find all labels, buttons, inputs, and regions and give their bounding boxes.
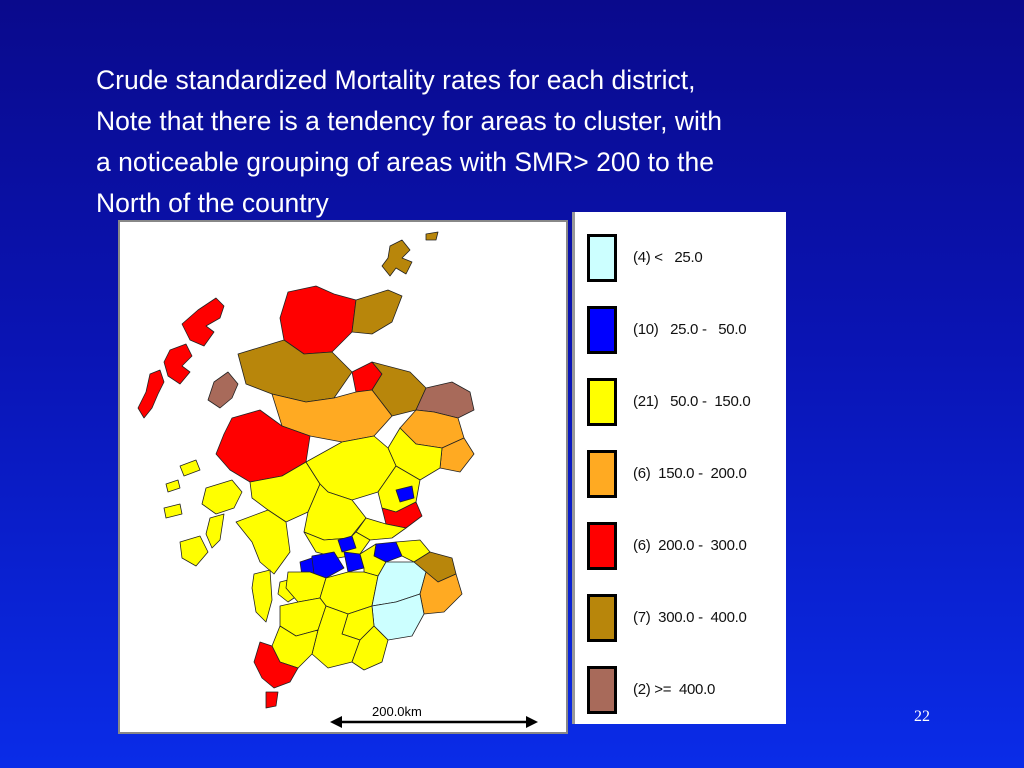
district-annandale — [351, 625, 389, 671]
district-roxburgh — [419, 571, 463, 615]
legend-swatch — [587, 522, 617, 570]
district-islet-a — [179, 459, 201, 477]
legend-item: (2) >= 400.0 — [587, 666, 787, 718]
caption-line: a noticeable grouping of areas with SMR>… — [96, 147, 714, 177]
district-moray — [371, 361, 427, 417]
legend-swatch — [587, 378, 617, 426]
legend-label: (7) 300.0 - 400.0 — [633, 609, 747, 626]
district-islet-c — [163, 503, 183, 519]
caption-line: Note that there is a tendency for areas … — [96, 106, 723, 136]
district-wigtown — [253, 641, 299, 689]
scotland-map-svg: 200.0km — [137, 231, 538, 728]
scale-label: 200.0km — [372, 704, 422, 719]
district-sutherland-west — [279, 285, 357, 355]
district-skye — [207, 371, 239, 409]
legend-item: (7) 300.0 - 400.0 — [587, 594, 787, 646]
legend-item: (21) 50.0 - 150.0 — [587, 378, 787, 430]
district-argyll-south — [235, 509, 291, 575]
legend-item: (6) 200.0 - 300.0 — [587, 522, 787, 574]
district-ross-west — [237, 339, 353, 403]
legend-swatch — [587, 666, 617, 714]
scale-bar: 200.0km — [330, 704, 538, 728]
district-islet-b — [165, 479, 181, 493]
district-western-isles-south — [137, 369, 165, 419]
legend-label: (2) >= 400.0 — [633, 681, 715, 698]
caption-line: North of the country — [96, 188, 329, 218]
district-mull — [201, 479, 243, 515]
district-jura — [205, 513, 225, 549]
legend-label: (10) 25.0 - 50.0 — [633, 321, 747, 338]
legend-label: (6) 200.0 - 300.0 — [633, 537, 747, 554]
legend-item: (10) 25.0 - 50.0 — [587, 306, 787, 358]
district-map: 200.0km — [118, 220, 568, 734]
legend-swatch — [587, 450, 617, 498]
district-wigtown-rhins — [265, 691, 279, 709]
legend-swatch — [587, 234, 617, 282]
legend-item: (6) 150.0 - 200.0 — [587, 450, 787, 502]
district-caithness — [351, 289, 403, 335]
legend-item: (4) < 25.0 — [587, 234, 787, 286]
district-dundee — [395, 485, 415, 503]
district-orkney-islet — [425, 231, 439, 241]
legend-label: (6) 150.0 - 200.0 — [633, 465, 747, 482]
district-kintyre — [251, 569, 273, 623]
caption-line: Crude standardized Mortality rates for e… — [96, 65, 696, 95]
page-number: 22 — [914, 708, 930, 725]
legend-swatch — [587, 306, 617, 354]
district-orkney — [381, 239, 413, 277]
district-islay — [179, 535, 209, 567]
legend-label: (4) < 25.0 — [633, 249, 703, 266]
slide-caption: Crude standardized Mortality rates for e… — [96, 60, 916, 224]
legend-swatch — [587, 594, 617, 642]
district-western-isles-north — [181, 297, 225, 347]
district-falkirk — [337, 535, 357, 553]
legend-label: (21) 50.0 - 150.0 — [633, 393, 751, 410]
map-legend: (4) < 25.0 (10) 25.0 - 50.0 (21) 50.0 - … — [572, 212, 786, 724]
district-western-isles-mid — [163, 343, 193, 385]
